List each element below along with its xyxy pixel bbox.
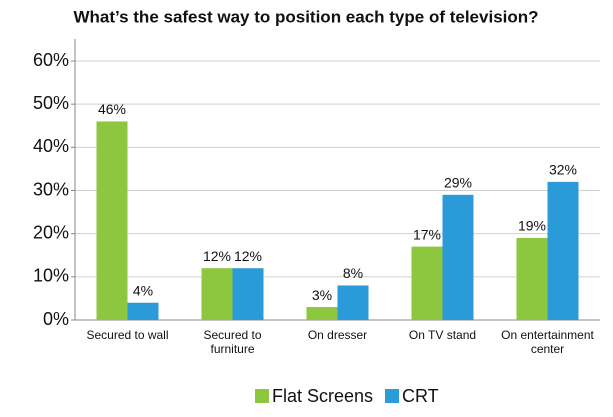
y-tick-label: 50% — [33, 93, 69, 113]
y-tick-label: 30% — [33, 179, 69, 199]
y-tick-label: 10% — [33, 266, 69, 286]
x-tick-label: On entertainment center — [501, 328, 594, 356]
x-tick-label: Secured to furniture — [203, 328, 262, 356]
bar — [201, 268, 233, 320]
y-tick-label: 40% — [33, 136, 69, 156]
bar — [232, 268, 264, 320]
legend-swatch — [255, 389, 269, 403]
y-tick-label: 60% — [33, 50, 69, 70]
y-tick-label: 0% — [43, 309, 69, 329]
x-tick-label: On TV stand — [408, 328, 477, 342]
bar — [96, 121, 128, 320]
data-label: 29% — [444, 175, 472, 191]
x-tick-label: On dresser — [307, 328, 368, 342]
bar — [127, 302, 159, 320]
bar — [411, 246, 443, 320]
legend-swatch — [385, 389, 399, 403]
data-label: 3% — [312, 287, 332, 303]
bar — [337, 285, 369, 320]
data-label: 12% — [203, 248, 231, 264]
bar — [516, 237, 548, 320]
x-tick-label: Secured to wall — [86, 328, 169, 342]
data-label: 32% — [549, 162, 577, 178]
data-label: 4% — [133, 282, 153, 298]
bar — [547, 181, 579, 320]
legend-label: CRT — [402, 386, 439, 406]
data-label: 19% — [518, 218, 546, 234]
legend-label: Flat Screens — [272, 386, 373, 406]
y-tick-label: 20% — [33, 222, 69, 242]
data-label: 46% — [98, 101, 126, 117]
data-label: 8% — [343, 265, 363, 281]
bar — [306, 307, 338, 320]
bar — [442, 194, 474, 320]
chart-title: What’s the safest way to position each t… — [73, 7, 538, 26]
data-label: 17% — [413, 226, 441, 242]
data-label: 12% — [234, 248, 262, 264]
